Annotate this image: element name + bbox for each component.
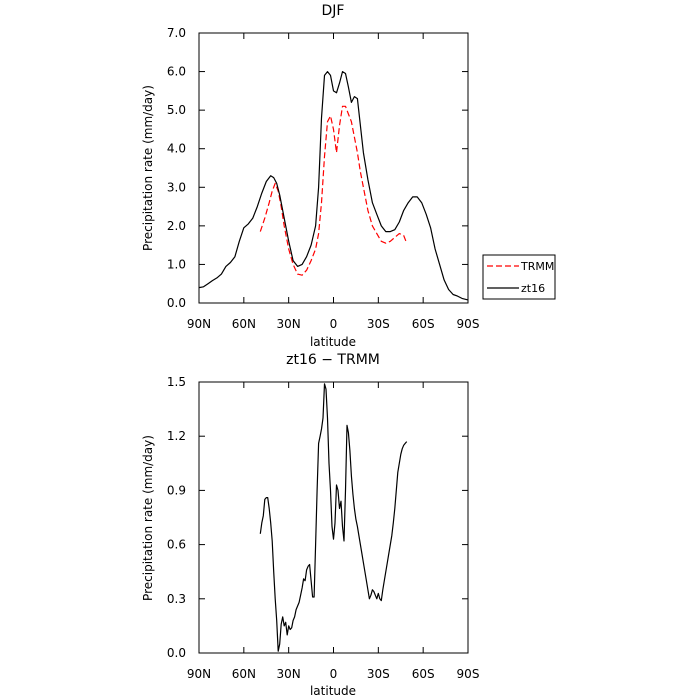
y-axis-label: Precipitation rate (mm/day) [141, 85, 155, 251]
y-tick-label: 3.0 [167, 180, 186, 194]
y-tick-label: 1.5 [167, 375, 186, 389]
axis-ticks: 90N 60N 30N 0 30S 60S 90S 0.0 0.3 0.6 0.9 1.2 1.5 [167, 375, 480, 681]
x-tick-label: 30N [277, 317, 301, 331]
x-tick-label: 0 [330, 317, 338, 331]
y-tick-label: 6.0 [167, 65, 186, 79]
chart-title: zt16 − TRMM [286, 352, 380, 368]
x-axis-label: latitude [310, 335, 356, 349]
y-tick-label: 1.0 [167, 257, 186, 271]
plot-frame [198, 32, 469, 304]
series-line-trmm [259, 105, 408, 276]
legend: TRMM zt16 [482, 254, 556, 300]
y-tick-label: 7.0 [167, 26, 186, 40]
axis-ticks: 90N 60N 30N 0 30S 60S 90S 0.0 1.0 2.0 3.0 4.0 5.0 6.0… [167, 26, 480, 331]
series-line-difference [259, 383, 408, 652]
x-tick-label: 90N [187, 317, 211, 331]
x-tick-label: 0 [330, 667, 338, 681]
y-tick-label: 0.3 [167, 592, 186, 606]
x-tick-label: 60N [232, 317, 256, 331]
y-tick-label: 0.9 [167, 483, 186, 497]
y-axis-label: Precipitation rate (mm/day) [141, 435, 155, 601]
series-lines [259, 383, 408, 652]
x-axis-label: latitude [310, 684, 356, 698]
y-tick-label: 5.0 [167, 103, 186, 117]
y-tick-label: 0.0 [167, 646, 186, 660]
legend-label-zt16: zt16 [521, 282, 545, 295]
y-tick-label: 1.2 [167, 429, 186, 443]
series-lines [198, 70, 469, 301]
x-tick-label: 30S [367, 667, 390, 681]
x-tick-label: 30N [277, 667, 301, 681]
y-tick-label: 0.6 [167, 538, 186, 552]
series-line-zt16 [198, 70, 469, 301]
chart-title: DJF [322, 3, 345, 19]
panel-difference: zt16 − TRMM 90N 60N 30N 0 30S 60S 90S 0.0 0.3 0.6… [141, 352, 479, 698]
panel-djf: DJF 90N 60N 30N 0 30S 60S 90S 0.0 1.0 2.0 3.0 4.0 5.… [141, 3, 556, 349]
y-tick-label: 0.0 [167, 296, 186, 310]
x-tick-label: 90S [457, 317, 480, 331]
plot-frame [198, 381, 469, 654]
x-tick-label: 90S [457, 667, 480, 681]
x-tick-label: 30S [367, 317, 390, 331]
x-tick-label: 60S [412, 317, 435, 331]
x-tick-label: 60S [412, 667, 435, 681]
x-tick-label: 90N [187, 667, 211, 681]
x-tick-label: 60N [232, 667, 256, 681]
y-tick-label: 2.0 [167, 219, 186, 233]
legend-box [482, 254, 556, 300]
y-tick-label: 4.0 [167, 142, 186, 156]
legend-label-trmm: TRMM [520, 260, 554, 273]
